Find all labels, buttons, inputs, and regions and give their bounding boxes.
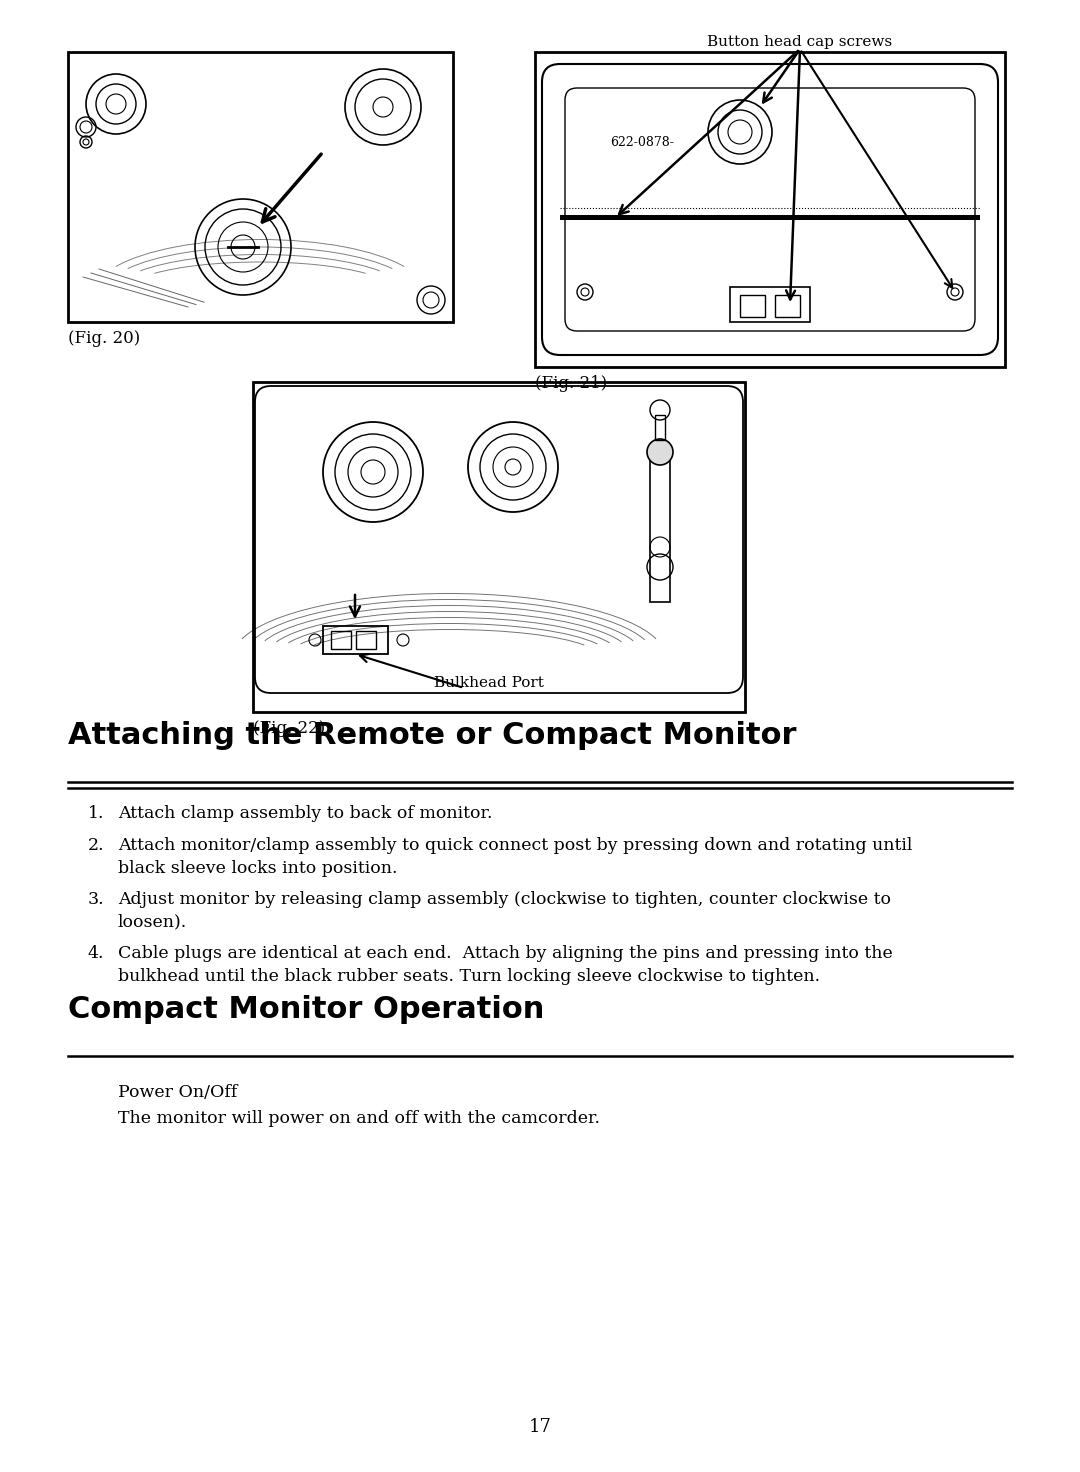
Bar — [561, 215, 980, 219]
Bar — [654, 415, 665, 440]
Text: (Fig. 22): (Fig. 22) — [253, 720, 325, 737]
Bar — [323, 626, 388, 654]
Text: Attach monitor/clamp assembly to quick connect post by pressing down and rotatin: Attach monitor/clamp assembly to quick c… — [118, 838, 913, 877]
Text: Cable plugs are identical at each end.  Attach by aligning the pins and pressing: Cable plugs are identical at each end. A… — [118, 945, 893, 985]
Text: Attaching the Remote or Compact Monitor: Attaching the Remote or Compact Monitor — [68, 721, 797, 751]
Text: (Fig. 20): (Fig. 20) — [68, 330, 140, 347]
Text: Power On/Off: Power On/Off — [118, 1083, 238, 1101]
Text: Button head cap screws: Button head cap screws — [707, 35, 892, 49]
Bar — [775, 294, 800, 316]
Text: 622-0878-: 622-0878- — [610, 135, 674, 149]
Text: The monitor will power on and off with the camcorder.: The monitor will power on and off with t… — [118, 1110, 600, 1128]
Text: Bulkhead Port: Bulkhead Port — [434, 676, 544, 690]
Text: 3.: 3. — [87, 891, 105, 908]
Text: Adjust monitor by releasing clamp assembly (clockwise to tighten, counter clockw: Adjust monitor by releasing clamp assemb… — [118, 891, 891, 930]
Bar — [356, 631, 376, 649]
Bar — [740, 294, 765, 316]
Text: Attach clamp assembly to back of monitor.: Attach clamp assembly to back of monitor… — [118, 805, 492, 821]
Bar — [253, 383, 745, 712]
Text: Compact Monitor Operation: Compact Monitor Operation — [68, 995, 544, 1025]
Bar — [650, 452, 670, 602]
Text: (Fig. 21): (Fig. 21) — [535, 375, 607, 392]
Circle shape — [647, 439, 673, 465]
Bar — [68, 52, 453, 322]
Text: 2.: 2. — [87, 838, 105, 854]
Text: 1.: 1. — [87, 805, 105, 821]
Bar — [330, 631, 351, 649]
Text: 4.: 4. — [87, 945, 105, 963]
Text: 17: 17 — [528, 1418, 552, 1437]
Bar — [730, 287, 810, 322]
Bar — [535, 52, 1005, 367]
